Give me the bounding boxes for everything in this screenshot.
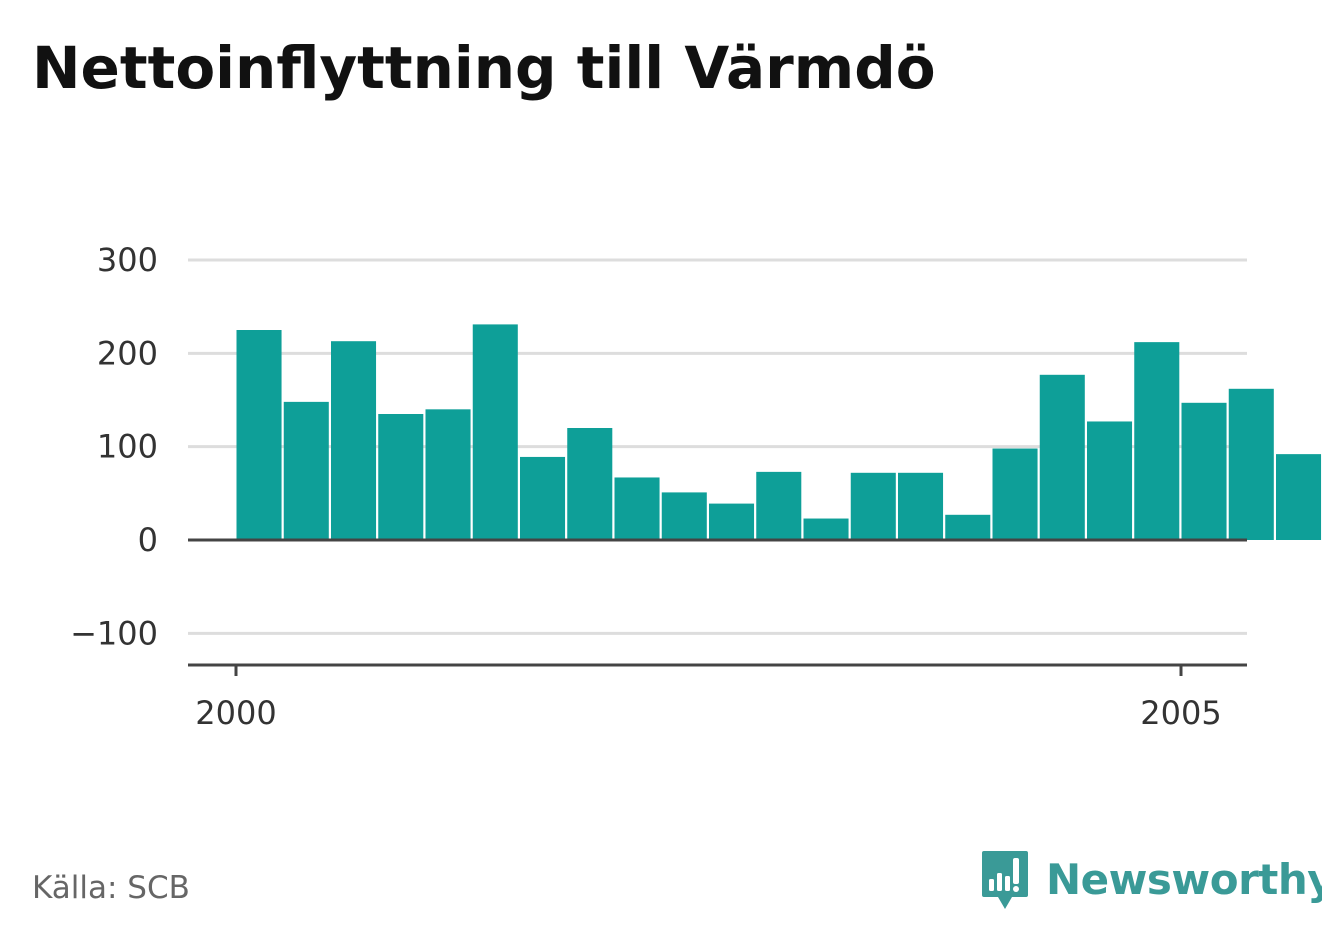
x-tick-label: 2000 xyxy=(195,694,276,732)
bar xyxy=(1181,402,1227,540)
bar xyxy=(803,518,849,540)
brand-logo: Newsworthy xyxy=(980,848,1322,912)
bar xyxy=(520,456,566,540)
bar xyxy=(378,414,424,540)
bar xyxy=(425,409,471,540)
bar xyxy=(236,330,282,540)
bar xyxy=(756,471,802,540)
bar xyxy=(898,472,944,540)
bar xyxy=(1134,342,1180,540)
bar xyxy=(567,428,613,540)
y-tick-label: 0 xyxy=(138,521,158,559)
bar xyxy=(661,492,707,540)
chart-title: Nettoinflyttning till Värmdö xyxy=(32,34,936,102)
y-tick-label: 200 xyxy=(97,334,158,372)
newsworthy-logo-icon xyxy=(982,851,1028,909)
bar xyxy=(283,401,329,540)
bar xyxy=(1039,374,1085,540)
bar xyxy=(1228,388,1274,540)
bars xyxy=(236,324,1322,540)
brand-name: Newsworthy xyxy=(1046,855,1322,904)
bar xyxy=(709,503,755,540)
bar xyxy=(945,514,991,540)
y-tick-label: 300 xyxy=(97,241,158,279)
bar xyxy=(472,324,518,540)
bar xyxy=(331,341,377,540)
bar xyxy=(1276,454,1322,540)
x-tick-label: 2005 xyxy=(1140,694,1221,732)
bar xyxy=(614,477,660,540)
bar xyxy=(992,448,1038,540)
bar xyxy=(850,472,896,540)
source-note: Källa: SCB xyxy=(32,870,190,906)
axes xyxy=(188,538,1247,676)
y-tick-label: 100 xyxy=(97,428,158,466)
bar xyxy=(1087,421,1133,540)
y-tick-label: −100 xyxy=(70,614,158,652)
